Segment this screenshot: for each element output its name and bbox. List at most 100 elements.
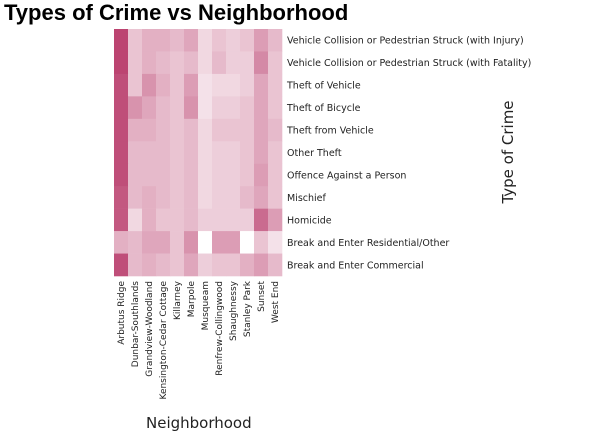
heatmap-cell xyxy=(128,186,143,209)
heatmap-cell xyxy=(184,163,199,187)
y-tick-label: Mischief xyxy=(287,193,327,204)
heatmap-cell xyxy=(114,141,129,165)
heatmap-cell xyxy=(268,51,283,75)
heatmap-cell xyxy=(254,253,269,277)
heatmap-cell xyxy=(240,253,255,277)
heatmap-cell xyxy=(254,141,269,165)
heatmap-cell xyxy=(156,141,171,165)
heatmap-cell xyxy=(226,51,241,75)
heatmap-cell xyxy=(226,186,241,209)
heatmap-cell xyxy=(212,231,227,254)
heatmap-cell xyxy=(114,73,129,97)
heatmap-cell xyxy=(240,186,255,209)
heatmap-cell xyxy=(114,231,129,254)
heatmap-cell xyxy=(212,208,227,232)
heatmap-cell xyxy=(142,118,157,142)
heatmap-cell xyxy=(226,141,241,165)
heatmap-cell xyxy=(198,186,213,209)
heatmap-cell xyxy=(268,118,283,142)
heatmap-cell xyxy=(254,208,269,232)
heatmap-cell xyxy=(198,208,213,232)
heatmap-cell xyxy=(198,29,213,52)
heatmap-cell xyxy=(128,253,143,277)
heatmap-cell xyxy=(212,96,227,120)
heatmap-cell xyxy=(226,96,241,120)
heatmap-cell xyxy=(268,253,283,277)
heatmap-cell xyxy=(254,96,269,120)
x-tick-label: Stanley Park xyxy=(243,280,253,337)
y-tick-label: Break and Enter Residential/Other xyxy=(287,238,449,249)
heatmap-cell xyxy=(212,186,227,209)
heatmap-cell xyxy=(240,231,255,254)
heatmap-cell xyxy=(142,141,157,165)
heatmap-cell xyxy=(170,96,185,120)
heatmap-cell xyxy=(142,186,157,209)
heatmap-cell xyxy=(268,29,283,52)
y-tick-label: Vehicle Collision or Pedestrian Struck (… xyxy=(287,58,531,69)
heatmap-cell xyxy=(156,96,171,120)
y-tick-label: Other Theft xyxy=(287,148,342,159)
chart-title: Types of Crime vs Neighborhood xyxy=(4,0,349,25)
heatmap-cell xyxy=(212,29,227,52)
x-tick-label: Renfrew-Collingwood xyxy=(215,281,225,376)
y-tick-label: Theft of Vehicle xyxy=(286,81,361,92)
heatmap-cell xyxy=(142,253,157,277)
heatmap-cell xyxy=(184,186,199,209)
heatmap-cell xyxy=(114,118,129,142)
y-tick-label: Break and Enter Commercial xyxy=(287,260,424,271)
heatmap-cell xyxy=(198,141,213,165)
y-tick-label: Offence Against a Person xyxy=(287,170,406,181)
x-tick-label: Grandview-Woodland xyxy=(145,281,155,377)
heatmap-cell xyxy=(184,96,199,120)
x-tick-label: Musqueam xyxy=(201,281,211,330)
heatmap-cell xyxy=(240,141,255,165)
heatmap-cell xyxy=(240,118,255,142)
heatmap-cell xyxy=(184,51,199,75)
heatmap-cell xyxy=(128,118,143,142)
heatmap-cell xyxy=(114,186,129,209)
heatmap-cell xyxy=(170,29,185,52)
x-tick-label: Shaughnessy xyxy=(229,280,239,341)
y-tick-label: Theft from Vehicle xyxy=(286,126,374,137)
heatmap-cell xyxy=(142,163,157,187)
heatmap-cell xyxy=(254,51,269,75)
heatmap-cell xyxy=(212,141,227,165)
y-axis-title: Type of Crime xyxy=(499,100,517,204)
heatmap-cell xyxy=(128,51,143,75)
heatmap-cell xyxy=(240,163,255,187)
heatmap-cell xyxy=(156,118,171,142)
heatmap-cell xyxy=(142,208,157,232)
heatmap-cell xyxy=(212,163,227,187)
heatmap-cell xyxy=(198,118,213,142)
heatmap-cell xyxy=(254,231,269,254)
heatmap-cell xyxy=(156,253,171,277)
heatmap-cell xyxy=(170,118,185,142)
heatmap-cell xyxy=(198,163,213,187)
heatmap-cell xyxy=(114,51,129,75)
x-tick-label: Dunbar-Southlands xyxy=(131,281,141,368)
heatmap-cell xyxy=(156,208,171,232)
heatmap-cell xyxy=(156,163,171,187)
heatmap-cell xyxy=(240,51,255,75)
heatmap-cell xyxy=(226,29,241,52)
heatmap-cell xyxy=(114,29,129,52)
heatmap-cell xyxy=(254,73,269,97)
heatmap-cell xyxy=(184,73,199,97)
heatmap-cell xyxy=(240,208,255,232)
heatmap-cell xyxy=(128,96,143,120)
heatmap-cell xyxy=(268,73,283,97)
heatmap-cell xyxy=(184,29,199,52)
x-tick-label: Marpole xyxy=(187,281,197,318)
heatmap-cell xyxy=(128,231,143,254)
heatmap-cell xyxy=(254,163,269,187)
heatmap-cell xyxy=(114,96,129,120)
heatmap-cell xyxy=(128,141,143,165)
x-axis-title: Neighborhood xyxy=(146,414,252,432)
heatmap-cell xyxy=(170,73,185,97)
y-tick-label: Homicide xyxy=(287,215,332,226)
heatmap-cell xyxy=(198,96,213,120)
y-tick-label: Theft of Bicycle xyxy=(286,103,361,114)
heatmap-cell xyxy=(198,253,213,277)
heatmap-cell xyxy=(128,163,143,187)
